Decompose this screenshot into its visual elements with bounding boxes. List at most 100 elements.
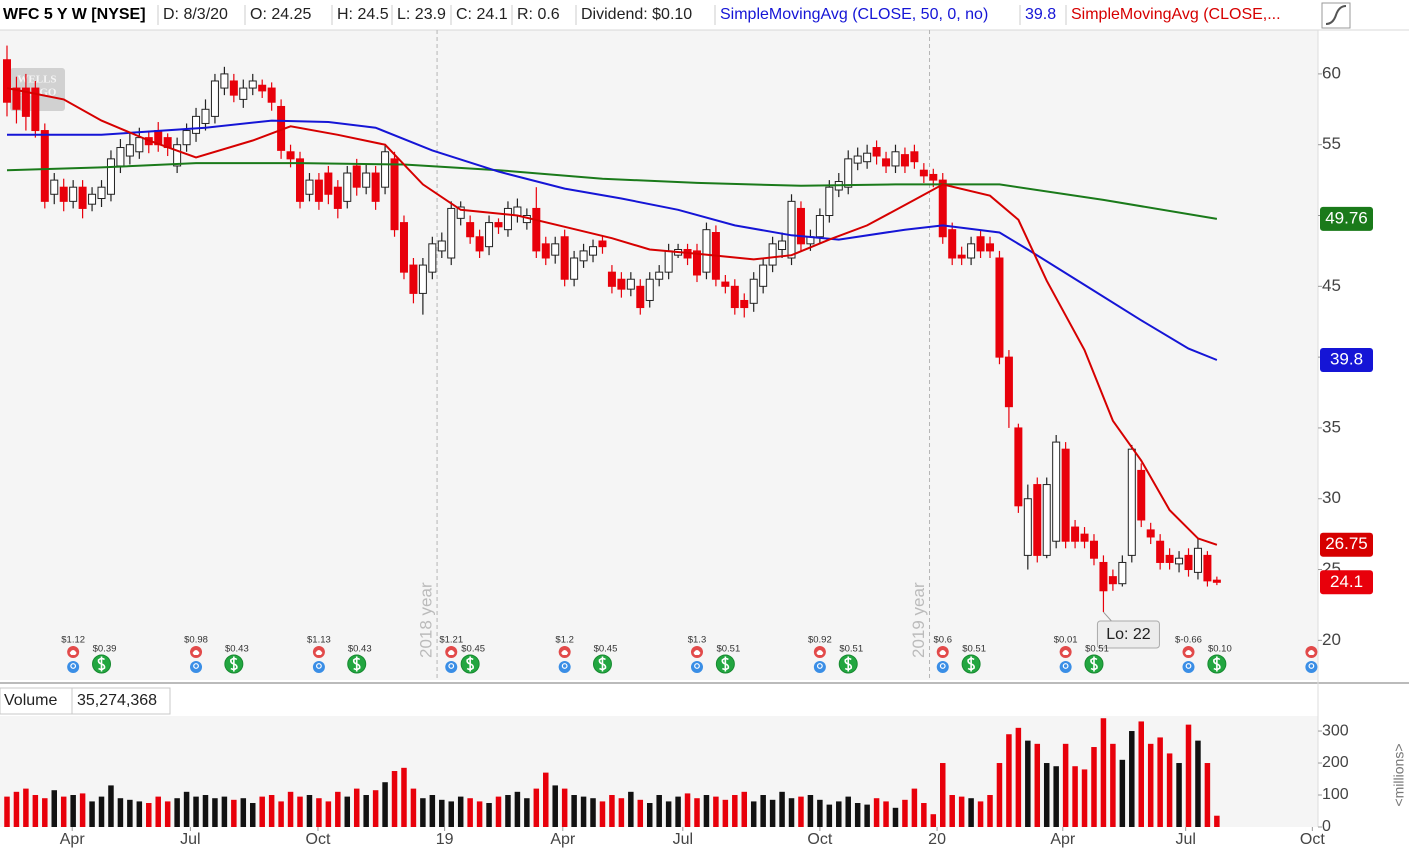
volume-bar: [817, 799, 823, 827]
dividend-label: $0.45: [594, 644, 618, 655]
volume-bar: [486, 803, 492, 827]
volume-bar: [977, 801, 984, 827]
candle-body: [1108, 576, 1117, 585]
candle-body: [182, 130, 191, 146]
value-badge-label: 39.8: [1330, 349, 1363, 368]
volume-bar: [854, 803, 861, 827]
candle-body: [362, 172, 371, 188]
earnings-glyph: [1062, 650, 1070, 655]
volume-bar: [599, 801, 606, 827]
candle-body: [59, 186, 68, 202]
volume-bar: [949, 795, 955, 827]
estimate-glyph: [448, 663, 455, 669]
y-tick-label: 60: [1322, 63, 1341, 82]
volume-bar: [656, 795, 662, 827]
volume-bar: [117, 798, 124, 827]
dividend-glyph: [967, 656, 975, 672]
volume-bar: [741, 791, 748, 827]
volume-bar: [391, 771, 398, 827]
volume-bar: [1091, 747, 1097, 827]
candle-body: [532, 207, 541, 252]
x-tick-label: Apr: [1050, 831, 1076, 848]
dividend-glyph: [1090, 656, 1098, 672]
candle-body: [844, 158, 853, 188]
draw-style-icon[interactable]: [1321, 2, 1351, 29]
candle-body: [1033, 484, 1042, 556]
earnings-glyph: [315, 650, 323, 655]
candle-body: [466, 222, 475, 238]
dividend-label: $0.51: [716, 644, 740, 655]
volume-bar: [457, 796, 464, 827]
candle-body: [494, 222, 503, 228]
volume-bar: [1157, 737, 1163, 827]
volume-bar: [249, 803, 256, 827]
candle-body: [399, 222, 408, 273]
estimate-icon: [558, 661, 571, 673]
volume-bar: [713, 796, 719, 827]
candle-body: [957, 254, 966, 259]
candle-body: [721, 281, 730, 287]
volume-bar: [561, 788, 568, 827]
earnings-label: $1.13: [307, 635, 331, 646]
candle-body: [995, 257, 1004, 358]
candle-body: [314, 179, 323, 202]
x-tick-label: 19: [436, 831, 454, 848]
candle-body: [938, 179, 947, 238]
volume-bar: [268, 795, 275, 827]
volume-bar: [1110, 743, 1116, 827]
estimate-icon: [312, 661, 325, 673]
earnings-glyph: [1307, 650, 1315, 655]
candle-body: [541, 243, 550, 259]
candle-body: [825, 186, 834, 217]
volume-bar: [1176, 763, 1182, 827]
candle-body: [97, 186, 106, 200]
candle-body: [919, 169, 928, 177]
volume-bar: [524, 798, 530, 827]
volume-bar: [505, 795, 511, 827]
earnings-label: $1.12: [61, 635, 85, 646]
earnings-glyph: [447, 650, 455, 655]
moving-average: [7, 119, 1218, 361]
candle-body: [1156, 540, 1165, 563]
volume-bar: [996, 763, 1003, 827]
volume-bar: [476, 801, 483, 827]
x-tick-label: Oct: [306, 831, 331, 848]
candle-body: [1212, 579, 1221, 583]
earnings-label: $1.21: [439, 635, 463, 646]
candle-body: [607, 271, 616, 287]
candle-body: [1184, 554, 1193, 571]
candle-body: [967, 243, 976, 259]
volume-bar: [618, 798, 625, 827]
volume-bar: [89, 801, 95, 827]
candle-body: [333, 186, 342, 209]
x-tick-label: Jul: [673, 831, 693, 848]
volume-bar: [514, 791, 521, 827]
volume-bar: [221, 796, 228, 827]
volume-bar: [136, 801, 143, 827]
value-badge: [1320, 532, 1373, 557]
volume-bar: [1015, 727, 1022, 827]
volume-bar: [316, 798, 322, 827]
volume-bar: [779, 791, 785, 827]
volume-bar: [1062, 743, 1069, 827]
candle-body: [986, 243, 995, 252]
candle-body: [1137, 469, 1146, 521]
candle-body: [447, 207, 456, 259]
volume-bar: [42, 798, 48, 827]
volume-bar: [212, 798, 218, 827]
volume-bar: [911, 788, 918, 827]
candle-body: [305, 179, 314, 195]
candle-body: [626, 278, 635, 290]
volume-bar: [353, 788, 360, 827]
x-tick-label: 20: [928, 831, 946, 848]
header-item: SimpleMovingAvg (CLOSE,...: [1071, 6, 1281, 23]
y-tick-label: 30: [1322, 488, 1341, 507]
icon-curve: [1325, 5, 1347, 25]
candle-body: [201, 108, 210, 124]
volume-bar: [325, 801, 332, 827]
earnings-glyph: [192, 650, 200, 655]
volume-bar: [968, 798, 974, 827]
volume-bar: [202, 795, 209, 827]
candle-body: [976, 236, 985, 252]
